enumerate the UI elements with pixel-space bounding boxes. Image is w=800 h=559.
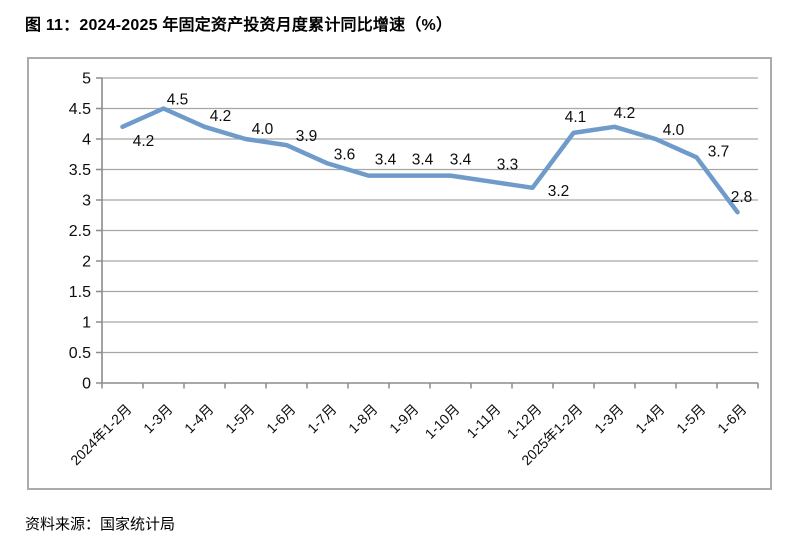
data-point-label: 4.2 (133, 133, 155, 150)
x-axis-tick-label: 1-7月 (304, 401, 340, 437)
data-series-line (120, 106, 740, 215)
x-axis-tick-label: 2024年1-2月 (67, 401, 134, 468)
x-axis-tick-label: 1-10月 (422, 401, 463, 442)
data-point-label: 4.0 (663, 122, 685, 139)
x-axis-tick-label: 1-4月 (181, 401, 217, 437)
data-point-label: 3.9 (296, 128, 318, 145)
data-point-label: 4.0 (252, 121, 274, 138)
y-axis-tick-label: 1.5 (69, 284, 91, 301)
y-axis-tick-label: 3.5 (69, 162, 91, 179)
x-axis-tick-label: 1-6月 (263, 401, 299, 437)
y-axis-tick-label: 3 (82, 193, 91, 210)
x-axis-tick-label: 1-5月 (673, 401, 709, 437)
data-point-label: 3.3 (497, 157, 519, 174)
data-point-label: 3.6 (334, 146, 356, 163)
data-point-label: 3.4 (412, 152, 434, 169)
data-point-label: 3.7 (708, 143, 730, 160)
x-axis-tick-label: 1-11月 (463, 401, 503, 441)
data-point-label: 4.2 (210, 108, 232, 125)
data-source-note: 资料来源：国家统计局 (25, 516, 176, 533)
y-axis-tick-label: 2.5 (69, 223, 91, 240)
x-axis-tick-label: 1-9月 (386, 401, 422, 437)
chart-container: 0 0.5 1 1.5 2 2.5 3 3.5 4 4.5 5 2024年1-2月 1-3月 1-4月 1-… (27, 57, 772, 490)
x-axis-tick-label: 1-6月 (714, 401, 750, 437)
y-axis-tick-label: 4 (82, 132, 91, 149)
x-axis-tick-label: 1-4月 (632, 401, 668, 437)
data-point-label: 4.1 (565, 109, 587, 126)
x-axis-tick-label: 1-3月 (140, 401, 176, 437)
data-point-label: 3.4 (375, 152, 397, 169)
x-axis-tick-label: 1-8月 (345, 401, 381, 437)
y-axis-tick-label: 5 (82, 71, 91, 88)
y-axis-tick-label: 4.5 (69, 101, 91, 118)
data-point-label: 4.2 (614, 105, 636, 122)
figure-title: 图 11：2024-2025 年固定资产投资月度累计同比增速（%） (25, 17, 453, 34)
data-point-label: 4.5 (167, 92, 189, 109)
y-axis-tick-label: 2 (82, 254, 91, 271)
x-axis-tick-label: 1-5月 (222, 401, 258, 437)
x-axis-tick-label: 1-3月 (591, 401, 627, 437)
y-axis-tick-label: 0 (82, 376, 91, 393)
data-point-label: 3.4 (450, 152, 472, 169)
y-axis-tick-label: 1 (82, 315, 91, 332)
data-point-label: 3.2 (548, 183, 570, 200)
data-point-label: 2.8 (731, 189, 753, 206)
y-axis-tick-label: 0.5 (69, 345, 91, 362)
